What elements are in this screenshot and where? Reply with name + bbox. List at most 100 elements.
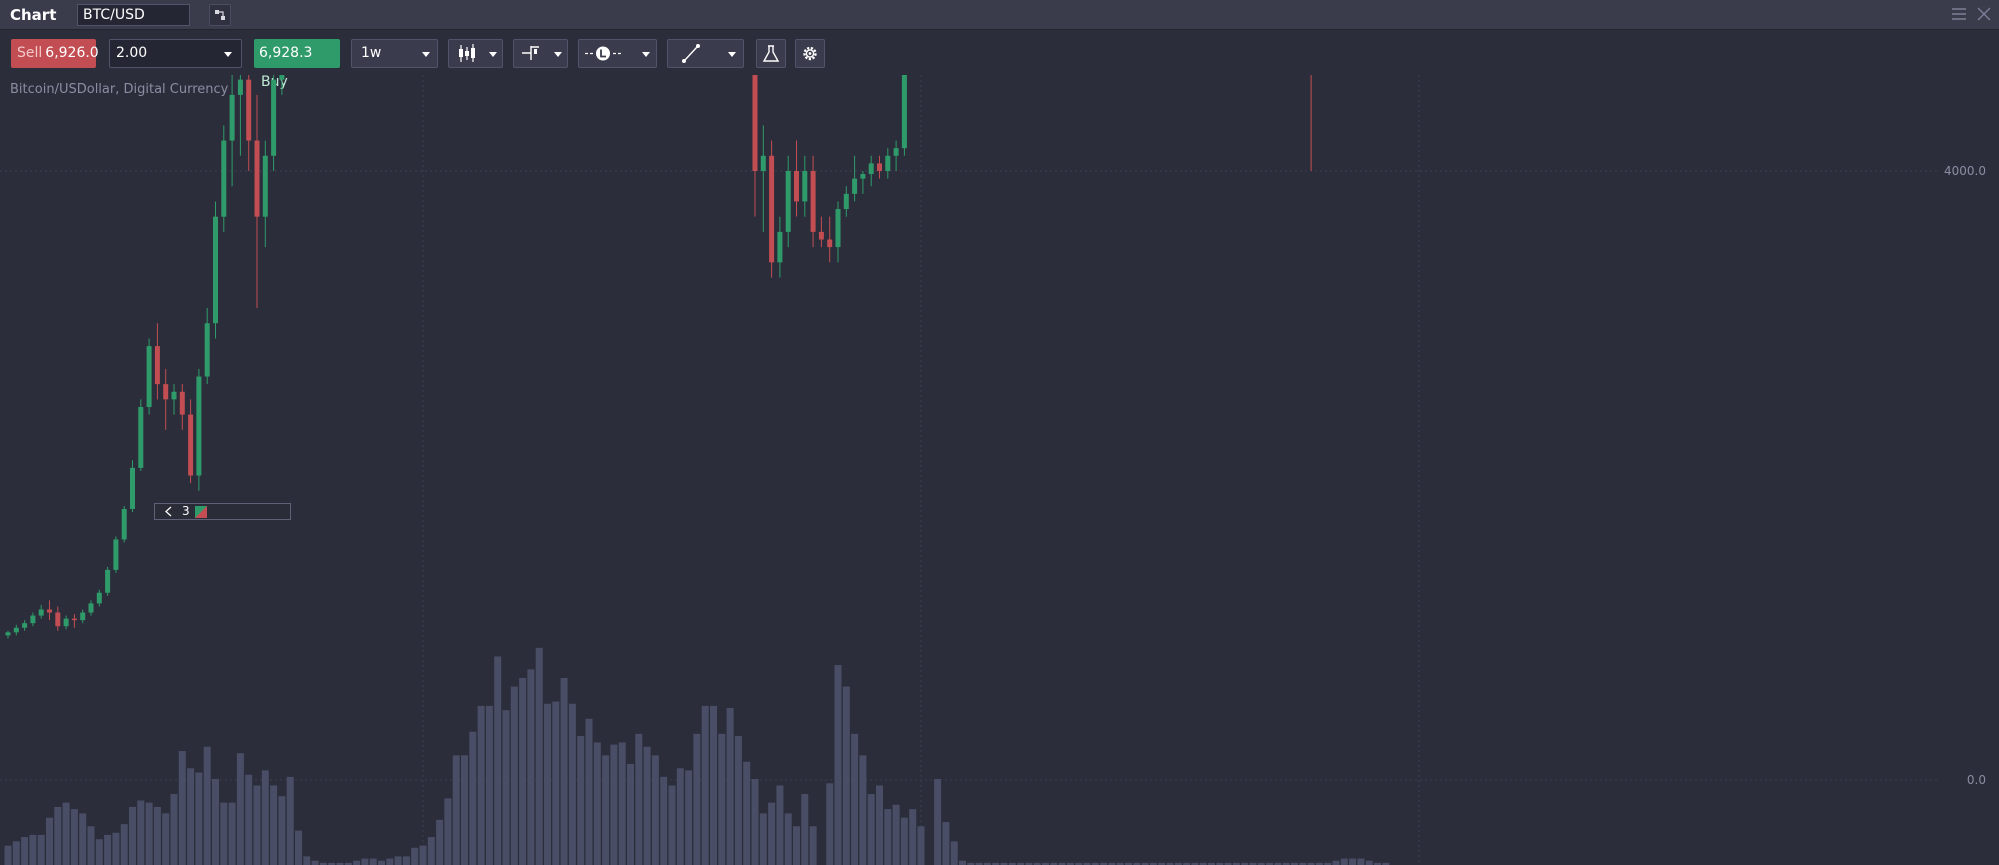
volume-bar xyxy=(402,856,410,865)
candle-body xyxy=(55,612,61,627)
candle-body xyxy=(752,75,758,171)
chart-type-button[interactable] xyxy=(448,39,503,68)
candle-body xyxy=(852,178,858,194)
volume-bar xyxy=(1315,862,1323,865)
volume-bar xyxy=(1025,862,1033,865)
price-line-button[interactable] xyxy=(578,39,657,68)
volume-bar xyxy=(502,710,510,865)
settings-button[interactable] xyxy=(795,39,825,68)
volume-bar xyxy=(1100,862,1108,865)
candle-body xyxy=(196,376,202,476)
volume-bar xyxy=(394,856,402,865)
volume-bar xyxy=(676,768,684,865)
price-axis: 0.04000.08000.012000.016000.06927.46926.… xyxy=(1944,164,1986,787)
buy-price: 6,928.3 xyxy=(259,45,313,61)
volume-bar xyxy=(950,841,958,865)
volume-bar xyxy=(1365,860,1373,865)
volume-bar xyxy=(212,779,219,865)
volume-bar xyxy=(992,862,1000,865)
gear-icon xyxy=(803,46,817,61)
buy-button[interactable]: 6,928.3 Buy xyxy=(254,39,340,90)
volume-bar xyxy=(54,806,62,865)
candle-body xyxy=(146,346,152,407)
window-close-button[interactable] xyxy=(1975,5,1993,23)
volume-bar xyxy=(1374,862,1381,865)
volume-bar xyxy=(228,802,236,865)
volume-bar xyxy=(1332,860,1340,865)
candle-body xyxy=(901,75,907,149)
order-marker[interactable]: 3 xyxy=(154,503,291,520)
volume-bar xyxy=(593,742,601,865)
volume-bar xyxy=(253,785,261,865)
volume-bar xyxy=(494,656,502,865)
timeframe-select[interactable]: 1w xyxy=(351,39,438,68)
volume-bar xyxy=(585,718,593,865)
volume-bar xyxy=(884,809,892,865)
volume-bar xyxy=(87,826,95,865)
volume-bar xyxy=(178,751,186,865)
volume-bar xyxy=(12,841,20,865)
volume-bar xyxy=(70,809,78,865)
volume-bar xyxy=(651,755,659,865)
volume-bar xyxy=(734,736,742,865)
volume-bar xyxy=(826,783,834,865)
volume-bar xyxy=(1133,862,1141,865)
chevron-down-icon xyxy=(489,52,497,57)
flask-icon xyxy=(762,45,780,62)
drawing-tools-button[interactable] xyxy=(667,39,744,68)
chevron-down-icon xyxy=(422,52,430,57)
price-chart[interactable]: 0.04000.08000.012000.016000.06927.46926.… xyxy=(0,75,1999,865)
chevron-down-icon xyxy=(642,52,650,57)
window-menu-button[interactable] xyxy=(1950,5,1968,23)
candle-body xyxy=(229,94,235,141)
candle-body xyxy=(827,239,833,248)
volume-bar xyxy=(1307,862,1315,865)
candle-body xyxy=(88,603,94,613)
volume-bar xyxy=(1291,862,1298,865)
candle-body xyxy=(246,79,252,141)
sell-label: Sell xyxy=(17,45,43,61)
sell-button[interactable]: Sell 6,926.0 xyxy=(11,39,99,68)
volume-bar xyxy=(1266,862,1274,865)
candle-body xyxy=(5,632,11,636)
volume-bar xyxy=(386,858,394,865)
studies-button[interactable] xyxy=(756,39,786,68)
volume-bar xyxy=(809,826,817,865)
volume-bar xyxy=(1257,862,1265,865)
instrument-description: Bitcoin/USDollar, Digital Currency xyxy=(10,82,229,97)
candle-body xyxy=(802,171,808,202)
link-chart-button[interactable] xyxy=(209,4,231,26)
volume-bar xyxy=(1241,862,1249,865)
indicators-button[interactable] xyxy=(513,39,568,68)
volume-bar xyxy=(104,834,112,865)
volume-bar xyxy=(29,834,37,865)
volume-bar xyxy=(1066,862,1074,865)
volume-bar xyxy=(1224,862,1232,865)
volume-bar xyxy=(1108,862,1116,865)
timeframe-value: 1w xyxy=(361,45,382,61)
symbol-input[interactable] xyxy=(77,4,190,26)
amount-select[interactable]: 2.00 xyxy=(109,39,242,68)
volume-bar xyxy=(411,847,419,865)
volume-bar xyxy=(743,761,751,865)
candle-body xyxy=(96,592,102,604)
volume-bar xyxy=(710,705,717,865)
chevron-left-icon xyxy=(165,506,172,517)
volume-bar xyxy=(4,845,12,865)
volume-bar xyxy=(975,862,983,865)
volume-bar xyxy=(220,802,228,865)
close-icon xyxy=(1977,7,1991,21)
candle-body xyxy=(138,406,144,468)
volume-bar xyxy=(1282,862,1290,865)
volume-bar xyxy=(195,772,203,865)
candle-body xyxy=(213,216,218,324)
volume-bar xyxy=(328,862,336,865)
volume-bar xyxy=(627,763,634,865)
volume-bar xyxy=(419,845,427,865)
volume-bar xyxy=(270,785,278,865)
volume-bar xyxy=(967,862,975,865)
volume-bar xyxy=(876,785,883,865)
volume-bar xyxy=(568,703,576,865)
candle-body xyxy=(221,140,227,217)
